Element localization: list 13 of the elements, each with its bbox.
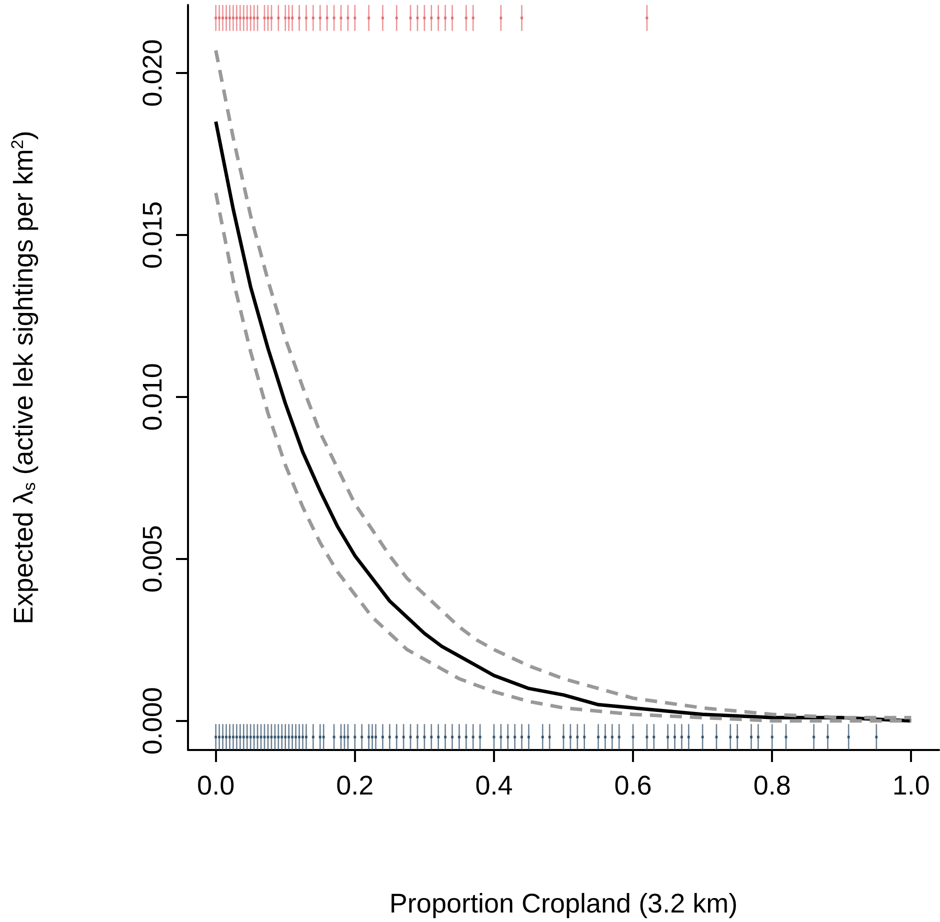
- x-tick-label: 0.2: [336, 770, 374, 800]
- x-tick-label: 1.0: [892, 770, 930, 800]
- y-tick-label: 0.000: [138, 687, 168, 755]
- y-tick-label: 0.005: [138, 525, 168, 593]
- x-tick-label: 0.4: [475, 770, 513, 800]
- y-tick-label: 0.020: [138, 39, 168, 107]
- x-tick-label: 0.6: [614, 770, 652, 800]
- y-tick-label: 0.015: [138, 201, 168, 269]
- x-tick-label: 0.0: [197, 770, 235, 800]
- y-tick-label: 0.010: [138, 363, 168, 431]
- x-tick-label: 0.8: [753, 770, 791, 800]
- y-axis-title: Expected λs (active lek sightings per km2): [8, 130, 39, 624]
- x-axis-title: Proportion Cropland (3.2 km): [389, 888, 738, 918]
